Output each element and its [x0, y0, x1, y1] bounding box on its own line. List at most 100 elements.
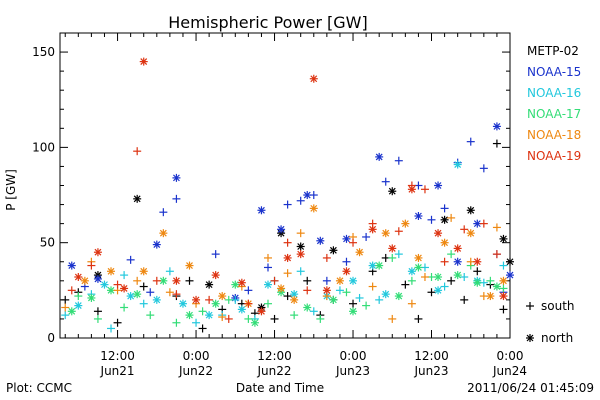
south-data-point	[172, 194, 181, 203]
north-data-point	[381, 290, 390, 299]
north-data-point	[296, 242, 305, 251]
north-data-point	[355, 248, 364, 257]
x-tick-date-label: Jun22	[257, 364, 292, 378]
north-data-point	[120, 284, 129, 293]
north-data-point	[414, 212, 423, 220]
south-data-point	[192, 318, 201, 327]
south-data-point	[133, 147, 142, 156]
north-data-point	[205, 280, 214, 289]
north-data-point	[388, 187, 397, 196]
north-data-point	[453, 160, 462, 169]
star-stroke	[284, 254, 292, 262]
south-data-point	[420, 185, 429, 194]
star-stroke	[258, 206, 265, 214]
star-stroke	[349, 277, 357, 285]
south-data-point	[263, 299, 272, 308]
south-data-point	[113, 318, 122, 327]
south-data-point	[159, 208, 168, 217]
south-data-point	[165, 267, 174, 276]
star-stroke	[238, 305, 246, 313]
south-data-point	[290, 311, 299, 320]
north-data-point	[329, 246, 338, 255]
north-data-point	[414, 263, 423, 272]
north-data-point	[349, 276, 358, 285]
south-data-point	[394, 227, 403, 236]
north-data-point	[277, 225, 286, 234]
north-data-point	[93, 274, 102, 283]
star-stroke	[401, 220, 409, 228]
north-data-point	[499, 234, 508, 243]
star-stroke	[343, 235, 350, 243]
x-tick-date-label: Jun23	[413, 364, 448, 378]
star-stroke	[454, 244, 462, 252]
south-data-point	[414, 314, 423, 323]
x-axis-label: Date and Time	[236, 381, 324, 395]
south-data-point	[362, 232, 371, 241]
south-data-point	[479, 164, 488, 173]
south-data-point	[224, 314, 233, 323]
star-stroke	[323, 286, 331, 294]
south-data-point	[466, 137, 475, 146]
star-stroke	[506, 258, 514, 266]
star-stroke	[500, 292, 507, 300]
north-data-point	[309, 74, 318, 83]
star-stroke	[74, 302, 82, 310]
series-noaa-18	[61, 204, 508, 323]
star-stroke	[173, 277, 180, 285]
south-data-point	[224, 295, 233, 304]
south-data-point	[447, 276, 456, 285]
south-data-point	[296, 267, 305, 276]
north-data-point	[329, 295, 338, 304]
north-data-point	[440, 238, 449, 247]
star-stroke	[101, 281, 108, 289]
star-stroke	[277, 225, 285, 233]
north-data-point	[152, 295, 161, 304]
north-data-point	[486, 292, 495, 301]
north-data-point	[192, 295, 201, 304]
north-data-point	[231, 280, 240, 289]
south-data-point	[499, 305, 508, 314]
x-tick-date-label: Jun24	[492, 364, 527, 378]
star-stroke	[159, 229, 167, 237]
star-stroke	[395, 292, 403, 300]
north-data-point	[453, 257, 462, 266]
north-data-point	[126, 292, 135, 301]
star-stroke	[356, 248, 363, 256]
north-data-point	[133, 194, 142, 203]
south-data-point	[283, 200, 292, 209]
star-stroke	[290, 290, 298, 298]
star-stroke	[343, 267, 350, 275]
star-stroke	[382, 290, 390, 298]
south-data-point	[185, 276, 194, 285]
south-data-point	[139, 282, 148, 291]
north-data-point	[342, 267, 351, 276]
south-data-point	[87, 261, 96, 270]
north-data-point	[263, 280, 272, 289]
x-tick-date-label: Jun21	[100, 364, 135, 378]
south-data-point	[381, 177, 390, 186]
series-metp-02	[61, 139, 514, 333]
north-data-point	[466, 206, 475, 215]
south-data-point	[244, 299, 253, 308]
star-stroke	[454, 271, 462, 279]
star-stroke	[133, 195, 141, 203]
north-data-point	[335, 276, 344, 285]
south-data-point	[492, 139, 501, 148]
star-stroke	[369, 262, 377, 269]
south-data-point	[342, 288, 351, 297]
star-stroke	[140, 58, 148, 66]
south-data-point	[473, 267, 482, 276]
x-tick-time-label: 0:00	[183, 349, 210, 363]
north-data-point	[93, 248, 102, 257]
star-stroke	[310, 75, 318, 83]
south-data-point	[198, 307, 207, 316]
south-data-point	[198, 324, 207, 333]
chart-title: Hemispheric Power [GW]	[168, 13, 367, 32]
star-stroke	[212, 300, 220, 308]
star-stroke	[231, 281, 239, 289]
star-stroke	[277, 285, 285, 292]
north-data-point	[237, 278, 246, 287]
north-data-point	[250, 318, 259, 327]
star-stroke	[329, 296, 337, 304]
south-data-point	[61, 303, 70, 312]
